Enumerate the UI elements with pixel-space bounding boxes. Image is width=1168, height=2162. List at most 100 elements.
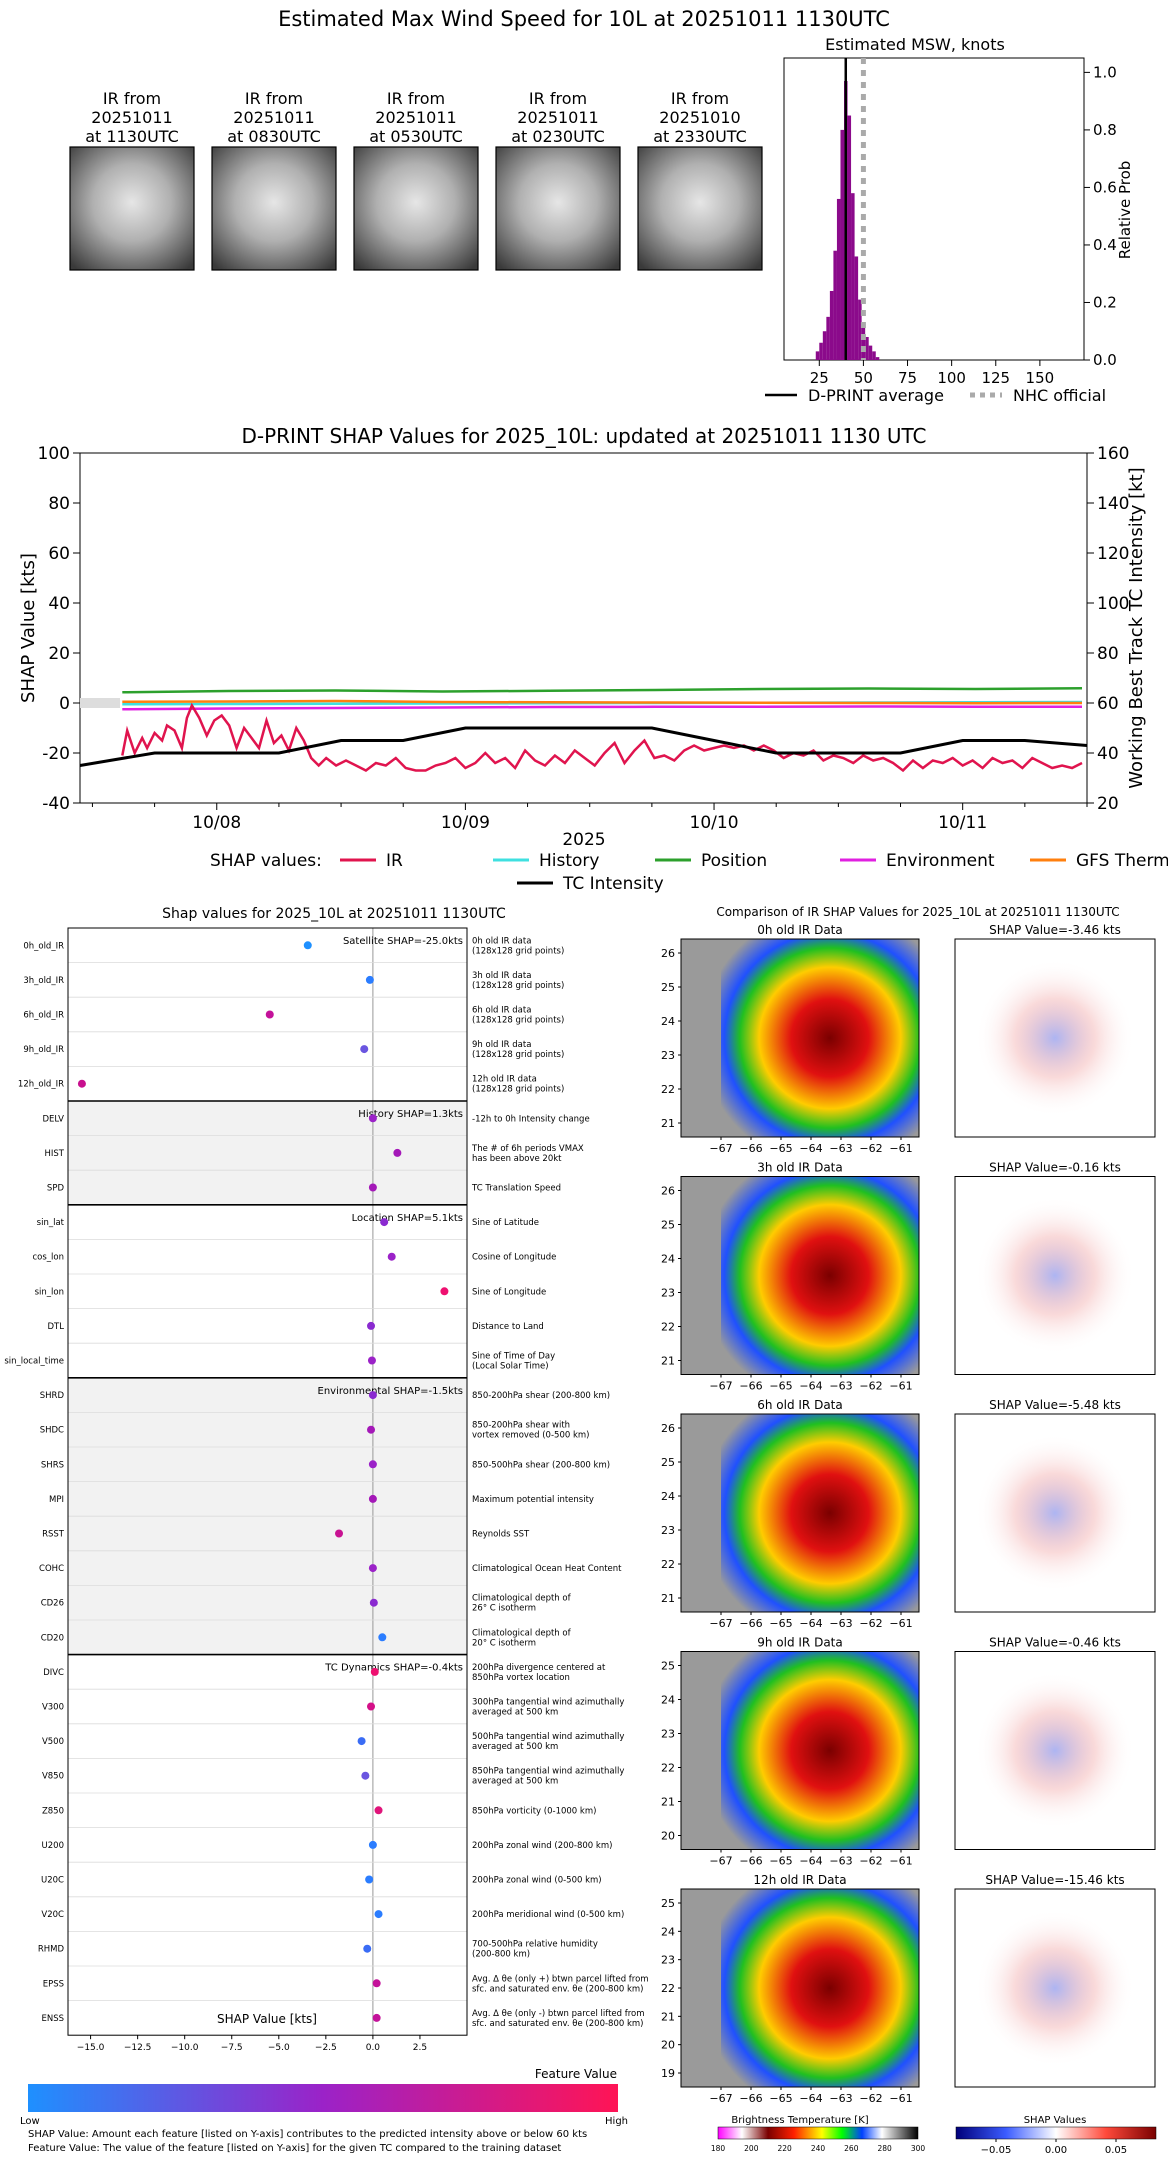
feature-description: averaged at 500 km [472, 1742, 558, 1752]
ts-ytick-label-left: -40 [42, 794, 70, 814]
ts-legend: IR History Position Environment GFS Thermo TC… [340, 851, 1168, 894]
msw-bar [829, 290, 834, 360]
shap-panel-frame [954, 1651, 1156, 1850]
legend-item-label: GFS Thermo [1076, 851, 1168, 871]
feature-name: 3h_old_IR [23, 976, 64, 986]
shap-colorbar [955, 2126, 1157, 2140]
ir-panel-title: 3h old IR Data [757, 1161, 843, 1175]
feature-description: averaged at 500 km [472, 1777, 558, 1787]
ts-ytick-label-right: 40 [1097, 744, 1119, 764]
comparison-rows: 0h old IR Data SHAP Value=-3.46 kts 21 22 23… [661, 923, 1156, 2105]
lon-tick-label: −61 [889, 1142, 912, 1155]
shap-tick-label: −0.05 [981, 2145, 1012, 2156]
feature-shap-dot [357, 1737, 366, 1746]
shap-panel-image [975, 1196, 1135, 1355]
lon-tick-label: −62 [859, 2092, 882, 2105]
feature-shap-dot [372, 1979, 381, 1988]
feature-name: CD26 [41, 1599, 64, 1609]
msw-xtick-label: 125 [981, 369, 1010, 387]
msw-ytick-label: 0.6 [1093, 178, 1117, 196]
feature-shap-dot [77, 1079, 86, 1088]
feature-name: RSST [42, 1530, 65, 1540]
feature-value-colorbar [28, 2084, 618, 2112]
feature-description: 850-200hPa shear (200-800 km) [472, 1391, 610, 1401]
ir-thumbnail-image [69, 146, 195, 271]
ir-panel-image [721, 1651, 919, 1850]
feature-shap-dot [368, 1391, 377, 1400]
ir-shap-comparison: Comparison of IR SHAP Values for 2025_10… [661, 905, 1157, 2156]
thumbnail-caption-line3: at 0830UTC [227, 127, 321, 146]
ir-panel-frame [680, 1413, 920, 1613]
ts-lines [79, 687, 1088, 773]
shap-panel-title: SHAP Value=-5.48 kts [989, 1398, 1121, 1412]
ts-axes: -40 -20 0 20 40 60 80 100 20 40 60 80 100 120 140 160 10… [38, 444, 1130, 833]
msw-title: Estimated MSW, knots [825, 35, 1005, 54]
shap-timeseries: D-PRINT SHAP Values for 2025_10L: update… [18, 424, 1168, 894]
feature-description: 850hPa tangential wind azimuthally [472, 1767, 624, 1777]
msw-bar [851, 193, 855, 360]
feature-shap-dot [368, 1114, 377, 1123]
feature-name: SHDC [40, 1426, 64, 1436]
ts-ytick-label-right: 160 [1097, 444, 1129, 464]
lon-tick-label: −63 [829, 1142, 852, 1155]
feature-description: 200hPa meridional wind (0-500 km) [472, 1910, 624, 1920]
lon-tick-label: −66 [739, 2092, 762, 2105]
lat-tick-label: 24 [661, 1253, 675, 1266]
bt-tick-label: 240 [811, 2144, 826, 2153]
ts-xtick-label: 10/09 [441, 813, 490, 833]
feature-name: V850 [42, 1772, 64, 1782]
feature-name: sin_lat [37, 1218, 65, 1228]
feature-description: (128x128 grid points) [472, 981, 564, 991]
msw-xtick-label: 25 [810, 369, 829, 387]
feature-name: EPSS [43, 1979, 64, 1989]
feature-shap-dot [365, 975, 374, 984]
msw-bar [836, 198, 841, 360]
legend-item-label: TC Intensity [562, 874, 664, 894]
lon-tick-label: −63 [829, 2092, 852, 2105]
shap-tick-label: 0.05 [1105, 2145, 1127, 2156]
feature-description: 20° C isotherm [472, 1638, 536, 1648]
lat-tick-label: 22 [661, 1982, 675, 1995]
feature-description: 700-500hPa relative humidity [472, 1940, 598, 1950]
lat-tick-label: 24 [661, 1015, 675, 1028]
msw-bar [865, 336, 869, 360]
ts-ylabel-right: Working Best Track TC Intensity [kt] [1126, 467, 1147, 788]
lat-tick-label: 21 [661, 1592, 675, 1605]
shap-panel-frame [954, 1888, 1156, 2088]
lat-tick-label: 20 [661, 2039, 675, 2052]
feature-name: V500 [42, 1737, 64, 1747]
feature-description: Maximum potential intensity [472, 1495, 594, 1505]
lat-tick-label: 22 [661, 1762, 675, 1775]
lon-tick-label: −61 [889, 1855, 912, 1868]
lon-tick-label: −65 [769, 1617, 792, 1630]
feature-description: Sine of Latitude [472, 1218, 539, 1228]
lat-tick-label: 24 [661, 1490, 675, 1503]
lat-tick-label: 21 [661, 1117, 675, 1130]
lat-tick-label: 21 [661, 1355, 675, 1368]
feature-description: 0h old IR data [472, 936, 531, 946]
feature-shap-dot [440, 1287, 449, 1296]
lon-tick-label: −61 [889, 1617, 912, 1630]
bt-tick-label: 300 [911, 2144, 926, 2153]
ir-panel-image [721, 1414, 919, 1612]
feature-description: 9h old IR data [472, 1040, 531, 1050]
feature-shap-dot [363, 1944, 372, 1953]
thumbnail-caption-line2: 20251011 [91, 108, 172, 127]
ts-ytick-label-left: 0 [59, 694, 70, 714]
lon-tick-label: −65 [769, 1142, 792, 1155]
feature-name: U200 [42, 1841, 64, 1851]
feature-shap-dot [387, 1252, 396, 1261]
feature-description: 12h old IR data [472, 1075, 537, 1085]
feature-description: sfc. and saturated env. θe (200-800 km) [472, 2019, 644, 2029]
feature-panel-xlabel: SHAP Value [kts] [217, 2012, 317, 2026]
lon-tick-label: −67 [709, 1142, 732, 1155]
ir-panel-image [721, 1176, 919, 1375]
feature-description: Avg. Δ θe (only -) btwn parcel lifted fr… [472, 2009, 645, 2019]
ts-xtick-label: 10/08 [192, 813, 241, 833]
feature-description: Avg. Δ θe (only +) btwn parcel lifted fr… [472, 1974, 649, 1984]
thumbnail-caption-line3: at 0530UTC [369, 127, 463, 146]
legend-item-label: History [539, 851, 599, 871]
bt-colorbar-label: Brightness Temperature [K] [731, 2115, 868, 2126]
ts-xtick-label: 10/11 [938, 813, 987, 833]
feature-name: sin_local_time [4, 1357, 64, 1367]
